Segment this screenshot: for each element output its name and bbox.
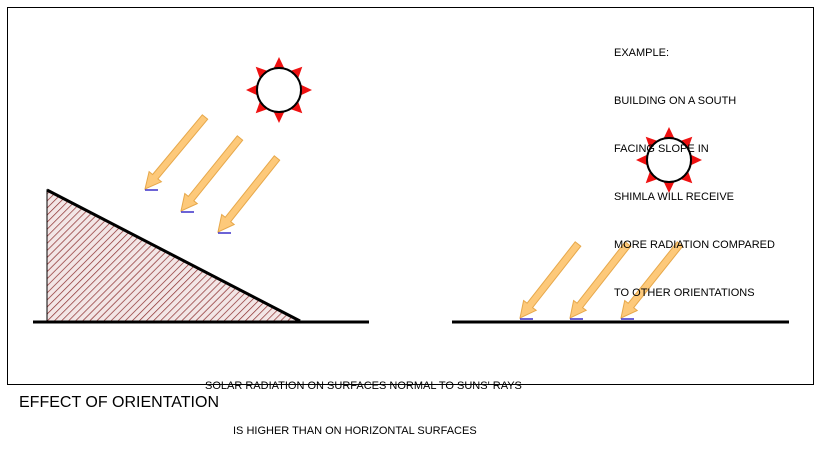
- ray-arrow-icon: [519, 241, 582, 319]
- diagram-caption: SOLAR RADIATION ON SURFACES NORMAL TO SU…: [205, 349, 522, 454]
- ray-arrow-icon: [180, 135, 244, 212]
- ray-arrow-icon: [144, 114, 209, 190]
- ray-arrows-right: [519, 241, 684, 320]
- ray-arrow-icon: [569, 241, 632, 319]
- example-line: BUILDING ON A SOUTH: [614, 95, 737, 107]
- example-line: SHIMLA WILL RECEIVE: [614, 191, 735, 203]
- ray-arrow-icon: [217, 155, 281, 233]
- example-line: MORE RADIATION COMPARED: [614, 239, 775, 251]
- caption-line-1: SOLAR RADIATION ON SURFACES NORMAL TO SU…: [205, 380, 522, 392]
- ray-arrows-left: [144, 114, 281, 234]
- figure-title: EFFECT OF ORIENTATION: [19, 394, 219, 411]
- caption-line-2: IS HIGHER THAN ON HORIZONTAL SURFACES: [233, 425, 477, 437]
- example-note: EXAMPLE: BUILDING ON A SOUTH FACING SLOP…: [614, 13, 775, 317]
- example-line: EXAMPLE:: [614, 47, 670, 59]
- example-line: FACING SLOPE IN: [614, 143, 709, 155]
- example-line: TO OTHER ORIENTATIONS: [614, 287, 755, 299]
- sun-icon: [246, 57, 312, 123]
- orientation-diagram: [33, 57, 789, 324]
- diagram-frame: [7, 7, 814, 385]
- ray-arrow-icon: [620, 241, 684, 319]
- sun-disc: [646, 137, 692, 183]
- sun-disc: [256, 67, 302, 113]
- slope-line: [46, 188, 301, 323]
- sun-icon: [636, 127, 702, 193]
